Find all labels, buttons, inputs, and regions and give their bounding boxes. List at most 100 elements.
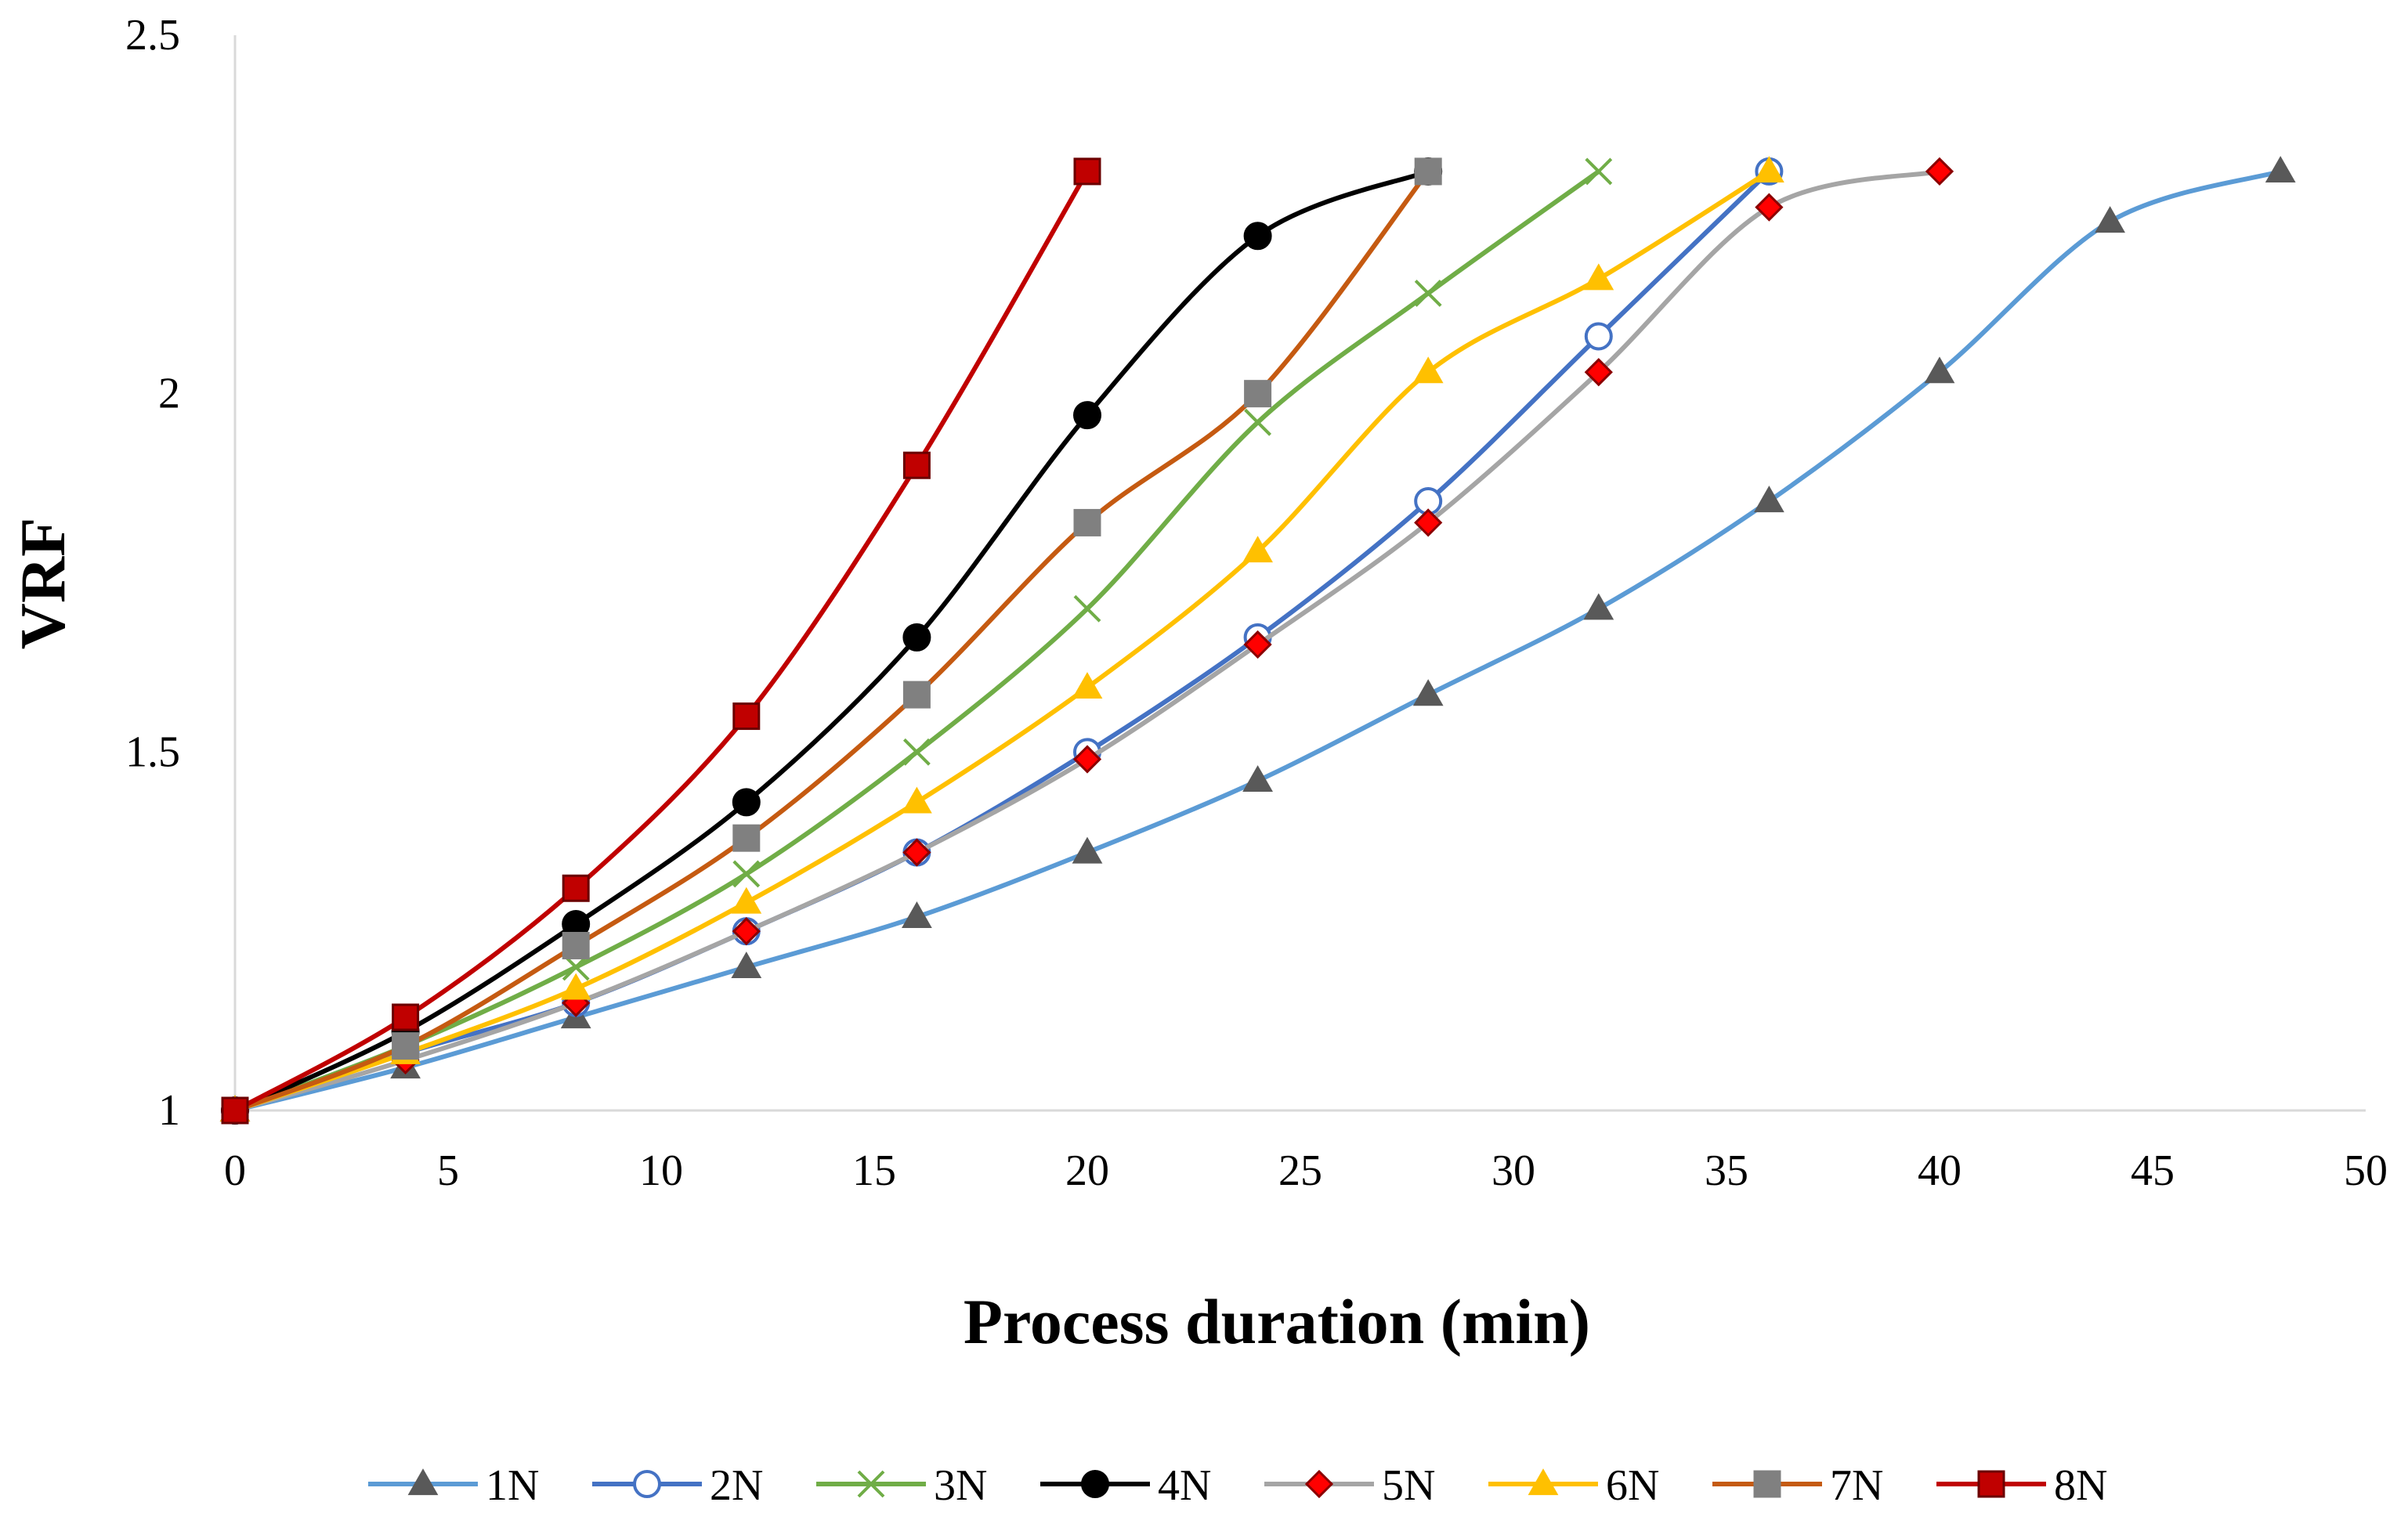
data-point-1N (1924, 356, 1955, 384)
series-5N (220, 157, 1954, 1125)
legend-marker (1081, 1470, 1109, 1498)
data-point-7N (1244, 380, 1272, 408)
series-8N (221, 157, 1101, 1125)
data-point-7N (562, 931, 590, 959)
data-point-1N (2265, 156, 2296, 183)
data-point-8N (1073, 157, 1101, 186)
data-point-6N (902, 786, 932, 814)
legend-marker (1528, 1468, 1559, 1496)
x-tick-label: 0 (224, 1146, 246, 1195)
data-point-6N (1242, 536, 1273, 563)
legend-label: 5N (1382, 1461, 1435, 1510)
series-line-5N (233, 168, 1942, 1113)
data-point-1N (2095, 206, 2125, 233)
legend-marker (1977, 1470, 2005, 1498)
x-tick-label: 40 (1918, 1146, 1961, 1195)
legend-marker (857, 1470, 885, 1498)
data-point-8N (562, 874, 590, 902)
legend-marker (633, 1470, 661, 1498)
data-point-6N (1072, 672, 1103, 699)
series-6N (219, 156, 1784, 1122)
legend-label: 7N (1830, 1461, 1883, 1510)
legend-marker (1753, 1470, 1781, 1498)
x-tick-label: 5 (437, 1146, 459, 1195)
legend-item-5N: 5N (1264, 1461, 1435, 1510)
data-point-1N (1242, 765, 1273, 793)
legend-label: 3N (934, 1461, 987, 1510)
series-line-4N (233, 168, 1431, 1113)
series-line-2N (233, 168, 1772, 1113)
data-point-8N (902, 451, 931, 479)
data-point-3N (732, 860, 761, 888)
series-line-6N (233, 168, 1772, 1113)
legend-label: 2N (710, 1461, 763, 1510)
x-tick-label: 20 (1065, 1146, 1109, 1195)
legend-marker (407, 1468, 439, 1496)
data-point-4N (1243, 222, 1272, 251)
data-point-4N (902, 623, 931, 652)
data-point-6N (1412, 356, 1444, 384)
legend-item-8N: 8N (1936, 1461, 2107, 1510)
data-point-3N (1073, 594, 1101, 623)
data-point-6N (560, 973, 591, 1000)
data-point-7N (1073, 508, 1101, 536)
y-tick-label: 1.5 (125, 728, 180, 776)
data-point-1N (1072, 836, 1103, 864)
data-point-1N (902, 901, 932, 928)
data-point-8N (732, 702, 761, 731)
data-point-1N (1754, 486, 1784, 513)
x-tick-label: 10 (639, 1146, 683, 1195)
data-point-5N (1414, 508, 1443, 537)
data-point-3N (1414, 280, 1442, 307)
series-7N (221, 157, 1442, 1125)
data-point-5N (1243, 630, 1272, 659)
axis-labels: Process duration (min) VRF (7, 518, 1590, 1357)
data-point-5N (1584, 358, 1613, 387)
data-point-4N (1073, 401, 1101, 430)
legend-item-1N: 1N (368, 1461, 539, 1510)
legend-item-3N: 3N (816, 1461, 987, 1510)
legend-marker (1304, 1469, 1334, 1499)
y-tick-label: 1 (158, 1086, 180, 1135)
data-point-3N (902, 738, 931, 766)
data-point-3N (1585, 157, 1613, 186)
legend-item-4N: 4N (1040, 1461, 1211, 1510)
data-point-1N (1412, 679, 1444, 706)
data-point-1N (731, 951, 762, 979)
legend-item-2N: 2N (592, 1461, 763, 1510)
data-point-7N (1414, 157, 1442, 186)
data-point-7N (392, 1032, 420, 1060)
data-point-7N (732, 824, 761, 852)
data-point-4N (732, 788, 761, 817)
data-point-8N (221, 1096, 249, 1125)
legend-item-6N: 6N (1488, 1461, 1659, 1510)
legend-label: 1N (486, 1461, 539, 1510)
data-point-2N (1584, 322, 1613, 351)
data-point-6N (731, 886, 762, 914)
data-point-6N (1754, 156, 1784, 183)
data-point-5N (1925, 157, 1954, 186)
x-tick-label: 35 (1705, 1146, 1748, 1195)
data-point-3N (1244, 408, 1272, 436)
data-point-6N (1583, 263, 1614, 291)
legend-item-7N: 7N (1712, 1461, 1883, 1510)
data-point-5N (1072, 745, 1102, 774)
x-axis-title: Process duration (min) (964, 1286, 1590, 1357)
legend-label: 6N (1606, 1461, 1659, 1510)
y-tick-label: 2 (158, 370, 180, 418)
y-axis-title: VRF (7, 518, 78, 650)
y-tick-label: 2.5 (125, 11, 180, 60)
x-tick-label: 25 (1278, 1146, 1322, 1195)
data-point-5N (732, 917, 761, 946)
data-point-5N (1755, 193, 1784, 222)
legend: 1N 2N 3N 4N 5N 6N 7N 8N (368, 1461, 2107, 1510)
x-tick-label: 45 (2131, 1146, 2175, 1195)
x-tick-label: 30 (1491, 1146, 1535, 1195)
data-point-1N (1583, 593, 1614, 620)
data-point-7N (902, 681, 931, 709)
axes: 0 5 10 15 20 25 30 35 40 45 50 1 1.5 2 2.5 (125, 11, 2388, 1195)
x-tick-label: 15 (852, 1146, 896, 1195)
series-layer (219, 156, 2296, 1125)
data-point-8N (392, 1003, 420, 1031)
x-tick-label: 50 (2344, 1146, 2388, 1195)
